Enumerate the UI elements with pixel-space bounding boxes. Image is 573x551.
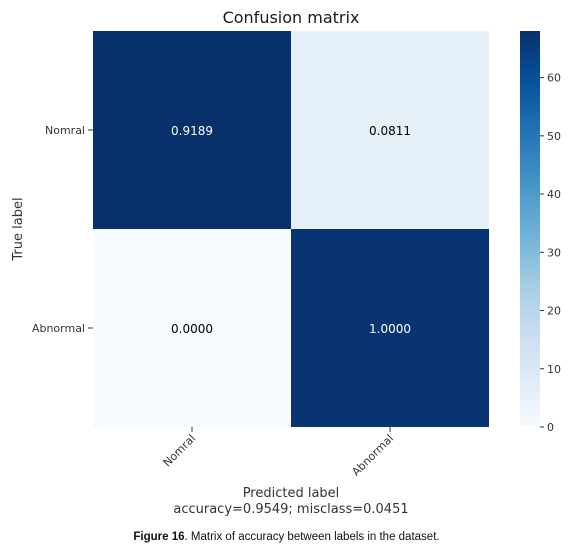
heatmap-cells: 0.9189 0.0811 0.0000 1.0000 bbox=[93, 31, 489, 427]
colorbar-tick-label: 50 bbox=[547, 130, 561, 143]
colorbar-tick-label: 0 bbox=[547, 421, 554, 434]
x-tick-label: Abnormal bbox=[349, 432, 396, 479]
colorbar-tick-label: 20 bbox=[547, 305, 561, 318]
colorbar-tick-label: 40 bbox=[547, 188, 561, 201]
colorbar-tick-label: 60 bbox=[547, 72, 561, 85]
y-axis-label: True label bbox=[11, 197, 26, 261]
accuracy-label: accuracy=0.9549; misclass=0.0451 bbox=[173, 502, 408, 517]
colorbar-tick-label: 10 bbox=[547, 363, 561, 376]
heatmap-cell bbox=[93, 229, 291, 427]
colorbar-gradient bbox=[520, 31, 540, 427]
y-tick-label: Nomral bbox=[45, 124, 85, 137]
cell-value-label: 0.0000 bbox=[171, 322, 213, 336]
x-axis-ticks: Nomral Abnormal bbox=[161, 427, 396, 479]
heatmap-cell bbox=[93, 31, 291, 229]
caption-text: . Matrix of accuracy between labels in t… bbox=[184, 531, 440, 543]
y-axis-ticks: Nomral Abnormal bbox=[32, 124, 93, 335]
colorbar-tick-label: 30 bbox=[547, 246, 561, 259]
heatmap-cell bbox=[291, 31, 489, 229]
colorbar-ticks: 0 10 20 30 40 50 60 bbox=[540, 72, 561, 434]
y-tick-label: Abnormal bbox=[32, 322, 85, 335]
cell-value-label: 0.9189 bbox=[171, 124, 213, 138]
cell-value-label: 0.0811 bbox=[369, 124, 411, 138]
x-axis-label: Predicted label bbox=[243, 486, 340, 501]
figure-caption: Figure 16. Matrix of accuracy between la… bbox=[0, 531, 573, 543]
cell-value-label: 1.0000 bbox=[369, 322, 411, 336]
chart-title: Confusion matrix bbox=[223, 8, 360, 27]
x-tick-label: Nomral bbox=[161, 432, 198, 469]
heatmap-cell bbox=[291, 229, 489, 427]
caption-label: Figure 16 bbox=[133, 531, 185, 543]
colorbar: 0 10 20 30 40 50 60 bbox=[520, 31, 561, 434]
